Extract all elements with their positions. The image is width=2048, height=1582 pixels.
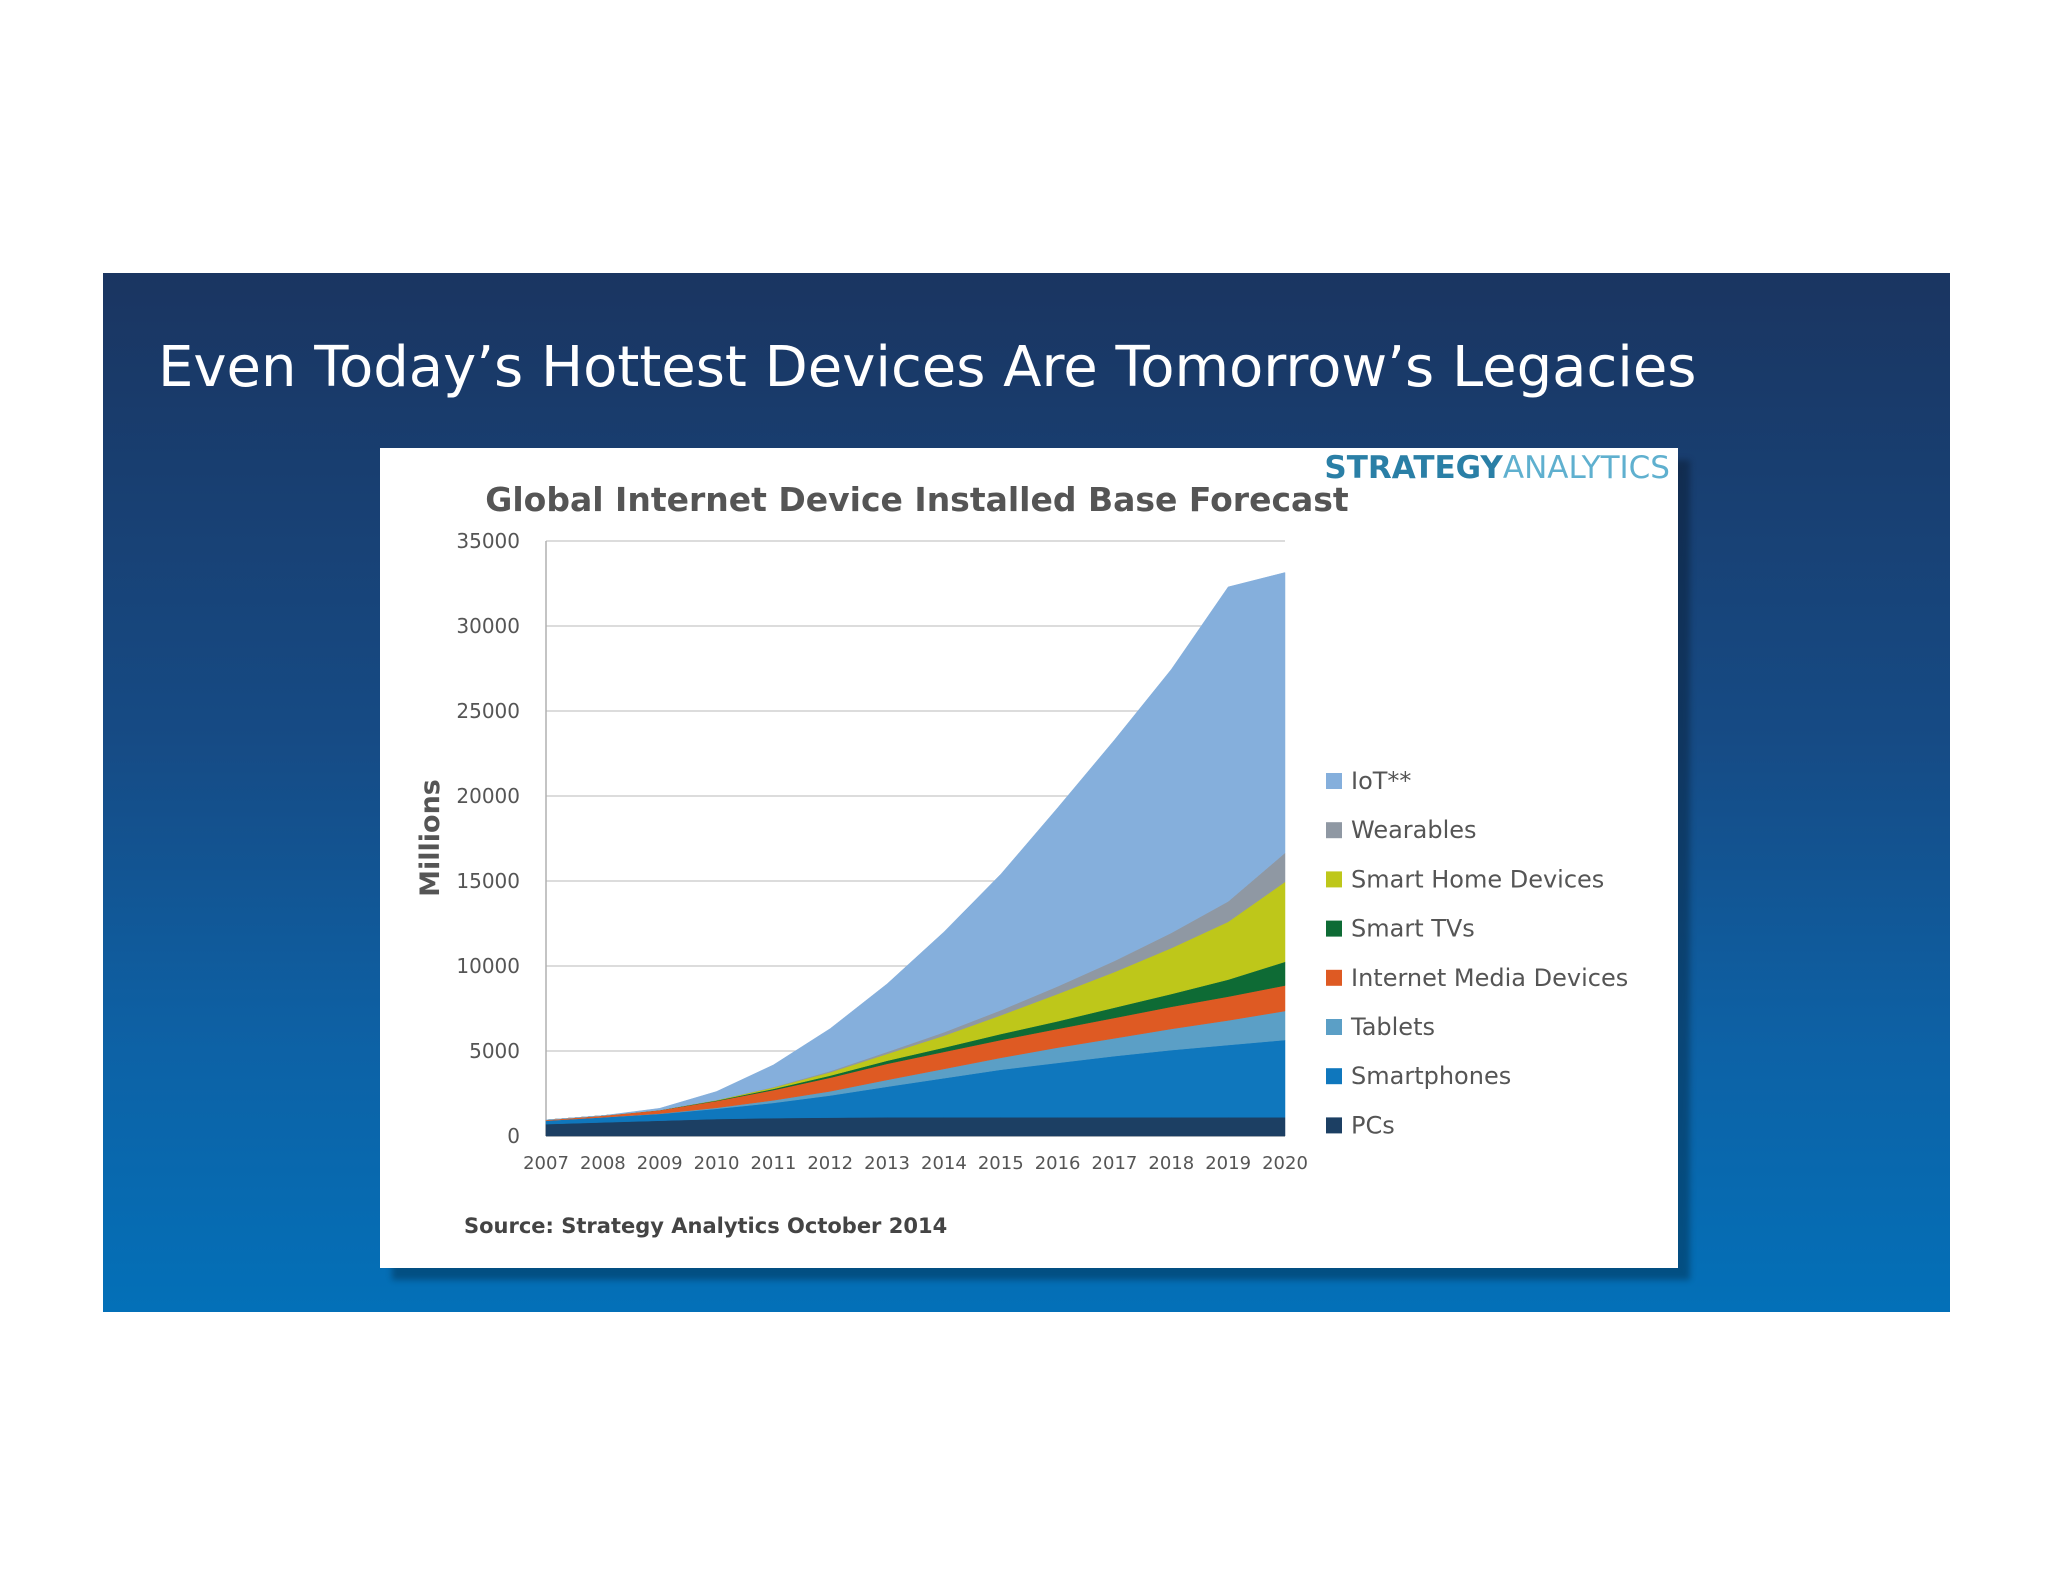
- x-tick-label: 2014: [921, 1153, 967, 1174]
- x-tick-label: 2012: [807, 1153, 853, 1174]
- brand-logo-part2: ANALYTICS: [1502, 450, 1670, 486]
- y-tick-label: 20000: [456, 784, 520, 808]
- area-chart: Global Internet Device Installed Base Fo…: [415, 480, 1628, 1238]
- x-tick-label: 2009: [637, 1153, 683, 1174]
- legend-entry: Wearables: [1351, 816, 1477, 844]
- legend-swatch: [1326, 1019, 1342, 1035]
- x-tick-label: 2019: [1205, 1153, 1251, 1174]
- x-tick-label: 2015: [978, 1153, 1024, 1174]
- y-tick-label: 25000: [456, 699, 520, 723]
- brand-logo-part1: STRATEGY: [1324, 450, 1503, 486]
- legend-entry: Smart TVs: [1351, 915, 1475, 943]
- legend-entry: Smart Home Devices: [1351, 865, 1604, 893]
- legend-swatch: [1326, 822, 1342, 839]
- legend-swatch: [1326, 969, 1342, 986]
- legend-swatch: [1326, 1068, 1342, 1085]
- x-tick-label: 2011: [750, 1153, 796, 1174]
- y-axis-label: Millions: [415, 779, 446, 897]
- y-tick-label: 10000: [456, 954, 520, 978]
- x-tick-label: 2018: [1148, 1153, 1194, 1174]
- legend-entry: PCs: [1351, 1111, 1395, 1139]
- chart-title: Global Internet Device Installed Base Fo…: [485, 480, 1349, 519]
- legend-swatch: [1326, 871, 1342, 888]
- y-tick-label: 15000: [456, 869, 520, 893]
- x-tick-label: 2010: [694, 1153, 740, 1174]
- slide-background: Even Today’s Hottest Devices Are Tomorro…: [103, 273, 1950, 1312]
- x-tick-label: 2008: [580, 1153, 626, 1174]
- legend-swatch: [1326, 1117, 1342, 1134]
- legend-swatch: [1326, 920, 1342, 937]
- legend-entry: Tablets: [1350, 1013, 1435, 1041]
- x-tick-label: 2007: [523, 1153, 569, 1174]
- x-tick-label: 2017: [1092, 1153, 1138, 1174]
- area-iot: [545, 572, 1286, 1121]
- x-tick-label: 2013: [864, 1153, 910, 1174]
- chart-card: STRATEGYANALYTICS Global Internet Device…: [380, 448, 1678, 1268]
- y-tick-label: 5000: [469, 1039, 520, 1063]
- slide-title: Even Today’s Hottest Devices Are Tomorro…: [158, 335, 1697, 400]
- legend-entry: Internet Media Devices: [1351, 964, 1628, 992]
- legend-entry: IoT**: [1351, 767, 1411, 795]
- legend-entry: Smartphones: [1351, 1062, 1511, 1090]
- x-tick-label: 2020: [1262, 1153, 1308, 1174]
- legend-swatch: [1326, 773, 1342, 789]
- y-tick-label: 30000: [456, 614, 520, 638]
- y-tick-label: 35000: [456, 529, 520, 553]
- brand-logo: STRATEGYANALYTICS: [1324, 450, 1670, 486]
- x-tick-label: 2016: [1035, 1153, 1081, 1174]
- source-note: Source: Strategy Analytics October 2014: [464, 1214, 947, 1238]
- y-tick-label: 0: [507, 1124, 520, 1148]
